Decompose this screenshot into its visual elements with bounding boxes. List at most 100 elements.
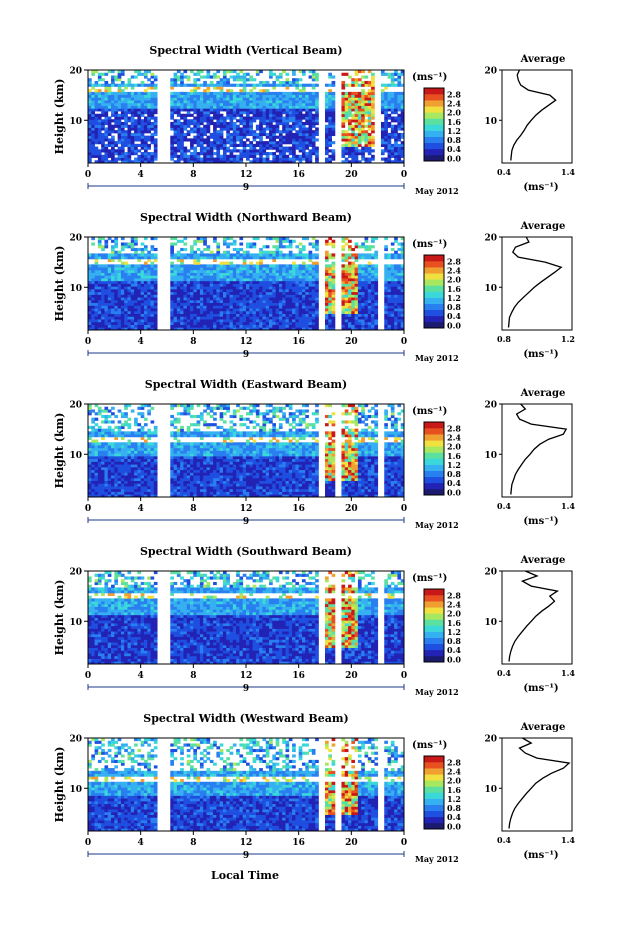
heatmap-cell — [361, 256, 365, 260]
heatmap-cell — [341, 327, 346, 331]
heatmap-cell — [213, 127, 217, 131]
beam-panel-1: Spectral Width (Vertical Beam)1020Height… — [53, 44, 575, 196]
heatmap-cell — [371, 291, 375, 295]
heatmap-cell — [147, 294, 151, 298]
heatmap-cell — [371, 324, 375, 328]
heatmap-cell — [134, 324, 138, 328]
heatmap-cell — [88, 267, 92, 271]
heatmap-cell — [91, 439, 95, 443]
heatmap-cell — [344, 327, 349, 331]
heatmap-cell — [315, 111, 319, 115]
heatmap-cell — [226, 321, 230, 325]
heatmap-cell — [384, 247, 388, 252]
heatmap-cell — [331, 288, 336, 293]
heatmap-cell — [127, 327, 132, 331]
heatmap-cell — [176, 283, 181, 287]
heatmap-cell — [249, 299, 253, 304]
heatmap-cell — [288, 130, 293, 134]
heatmap-cell — [298, 250, 303, 254]
heatmap-cell — [97, 299, 102, 304]
heatmap-cell — [213, 111, 217, 115]
heatmap-cell — [259, 275, 263, 279]
heatmap-cell — [348, 100, 352, 104]
heatmap-cell — [101, 308, 105, 312]
heatmap-cell — [97, 308, 102, 312]
heatmap-cell — [384, 141, 388, 145]
heatmap-cell — [170, 105, 174, 109]
heatmap-cell — [394, 146, 398, 150]
heatmap-cell — [111, 135, 115, 139]
heatmap-cell — [196, 135, 201, 139]
heatmap-cell — [143, 149, 148, 153]
heatmap-cell — [305, 116, 309, 120]
heatmap-cell — [206, 135, 211, 139]
heatmap-cell — [107, 291, 112, 295]
heatmap-cell — [292, 78, 296, 82]
average-frame — [501, 236, 573, 331]
heatmap-cell — [203, 130, 207, 134]
heatmap-cell — [275, 111, 280, 115]
heatmap-cell — [272, 124, 277, 128]
heatmap-cell — [328, 121, 332, 126]
heatmap-cell — [288, 313, 293, 317]
heatmap-cell — [308, 138, 313, 142]
heatmap-cell — [196, 321, 201, 325]
heatmap-cell — [91, 132, 95, 137]
heatmap-cell — [259, 280, 263, 284]
heatmap-cell — [193, 127, 198, 131]
heatmap-cell — [269, 160, 273, 164]
heatmap-cell — [285, 141, 290, 145]
heatmap-cell — [111, 319, 115, 323]
heatmap-cell — [180, 138, 184, 142]
heatmap-cell — [219, 291, 224, 295]
heatmap-cell — [222, 127, 227, 131]
heatmap-cell — [117, 154, 122, 158]
heatmap-cell — [232, 70, 237, 74]
heatmap-cell — [176, 308, 181, 312]
heatmap-cell — [249, 269, 253, 273]
heatmap-cell — [180, 116, 184, 120]
heatmap-cell — [348, 327, 352, 331]
heatmap-cell — [143, 154, 148, 158]
heatmap-cell — [288, 91, 293, 96]
heatmap-cell — [170, 280, 174, 284]
heatmap-cell — [124, 113, 128, 117]
heatmap-cell — [170, 124, 174, 128]
heatmap-cell — [120, 83, 125, 87]
heatmap-cell — [239, 138, 244, 142]
heatmap-cell — [183, 299, 188, 304]
heatmap-cell — [325, 302, 329, 306]
heatmap-cell — [328, 154, 332, 158]
heatmap-cell — [387, 288, 392, 293]
heatmap-cell — [269, 143, 273, 147]
heatmap-cell — [371, 283, 375, 287]
heatmap-cell — [176, 160, 181, 164]
heatmap-cell — [111, 310, 115, 314]
heatmap-cell — [226, 94, 230, 98]
heatmap-cell — [209, 97, 214, 101]
heatmap-cell — [278, 97, 283, 101]
heatmap-cell — [384, 269, 388, 273]
heatmap-cell — [203, 247, 207, 252]
heatmap-cell — [101, 124, 105, 128]
heatmap-cell — [114, 245, 119, 249]
heatmap-cell — [88, 121, 92, 126]
heatmap-cell — [308, 152, 313, 156]
heatmap-cell — [150, 97, 155, 101]
heatmap-cell — [222, 264, 227, 268]
heatmap-cell — [364, 319, 369, 323]
heatmap-cell — [272, 327, 277, 331]
heatmap-cell — [94, 272, 99, 276]
heatmap-cell — [301, 302, 306, 306]
heatmap-cell — [315, 286, 319, 290]
heatmap-cell — [91, 434, 95, 438]
heatmap-cell — [199, 119, 204, 123]
heatmap-cell — [209, 272, 214, 276]
heatmap-cell — [298, 70, 303, 74]
heatmap-cell — [124, 154, 128, 158]
heatmap-cell — [196, 113, 201, 117]
heatmap-cell — [203, 80, 207, 85]
heatmap-cell — [328, 253, 332, 257]
heatmap-cell — [88, 310, 92, 314]
x-tick-label: 20 — [345, 337, 358, 347]
